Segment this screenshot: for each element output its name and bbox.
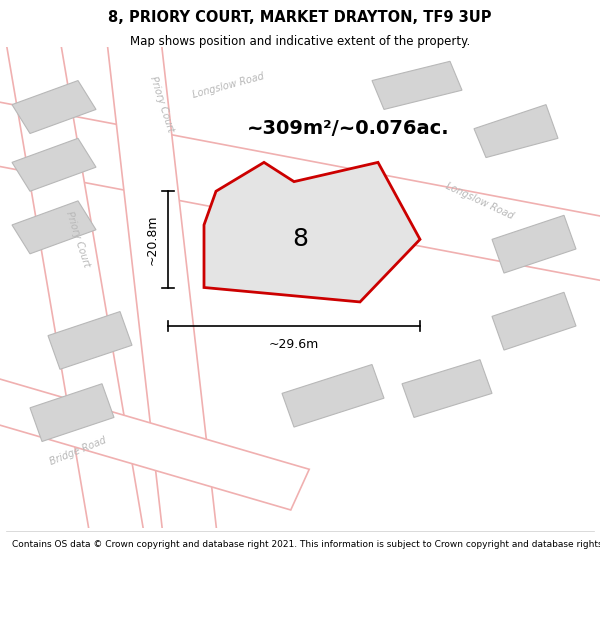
Polygon shape [204, 162, 420, 302]
Polygon shape [0, 373, 309, 510]
Polygon shape [105, 21, 219, 554]
Polygon shape [12, 138, 96, 191]
Text: Map shows position and indicative extent of the property.: Map shows position and indicative extent… [130, 35, 470, 48]
Polygon shape [12, 201, 96, 254]
Polygon shape [492, 292, 576, 350]
Polygon shape [402, 359, 492, 418]
Polygon shape [30, 384, 114, 441]
Polygon shape [3, 20, 147, 555]
Text: 8, PRIORY COURT, MARKET DRAYTON, TF9 3UP: 8, PRIORY COURT, MARKET DRAYTON, TF9 3UP [108, 10, 492, 25]
Text: ~309m²/~0.076ac.: ~309m²/~0.076ac. [247, 119, 449, 138]
Text: Contains OS data © Crown copyright and database right 2021. This information is : Contains OS data © Crown copyright and d… [12, 540, 600, 549]
Text: Priory Court: Priory Court [148, 76, 176, 134]
Polygon shape [282, 364, 384, 427]
Text: ~29.6m: ~29.6m [269, 338, 319, 351]
Text: ~20.8m: ~20.8m [146, 214, 159, 264]
Text: Longslow Road: Longslow Road [445, 181, 515, 221]
Polygon shape [0, 98, 600, 284]
Polygon shape [492, 215, 576, 273]
Polygon shape [12, 81, 96, 134]
Polygon shape [48, 311, 132, 369]
Text: 8: 8 [292, 228, 308, 251]
Polygon shape [372, 61, 462, 109]
Polygon shape [474, 104, 558, 158]
Text: Priory Court: Priory Court [64, 210, 92, 269]
Text: Longslow Road: Longslow Road [191, 71, 265, 100]
Text: Bridge Road: Bridge Road [48, 435, 108, 467]
